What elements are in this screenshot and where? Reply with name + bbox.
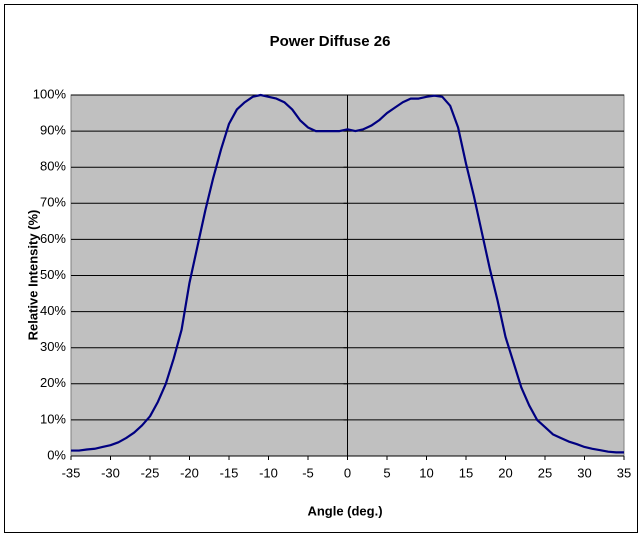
y-tick-label: 60% (40, 231, 66, 246)
x-tick-label: -25 (141, 465, 160, 480)
y-tick-label: 70% (40, 195, 66, 210)
data-line (71, 93, 624, 454)
y-tick-label: 90% (40, 123, 66, 138)
x-tick-label: -30 (101, 465, 120, 480)
y-tick-label: 80% (40, 159, 66, 174)
y-tick-label: 40% (40, 303, 66, 318)
y-tick-label: 10% (40, 411, 66, 426)
y-tick-label: 30% (40, 339, 66, 354)
x-tick-label: 5 (383, 465, 390, 480)
x-tick-label: -15 (220, 465, 239, 480)
x-tick-label: 25 (538, 465, 552, 480)
x-tick-label: 30 (577, 465, 591, 480)
x-tick-label: -20 (180, 465, 199, 480)
x-axis-label: Angle (deg.) (307, 503, 382, 518)
x-tick-label: 10 (419, 465, 433, 480)
y-tick-label: 0% (47, 447, 66, 462)
x-tick-label: -10 (259, 465, 278, 480)
y-tick-label: 20% (40, 375, 66, 390)
y-tick-label: 50% (40, 267, 66, 282)
y-axis-label: Relative Intensity (%) (25, 210, 40, 341)
x-tick-label: 0 (344, 465, 351, 480)
x-tick-label: -35 (62, 465, 81, 480)
y-tick-label: 100% (33, 86, 67, 101)
x-tick-label: 15 (459, 465, 473, 480)
x-tick-label: 20 (498, 465, 512, 480)
chart-title: Power Diffuse 26 (270, 33, 391, 50)
x-tick-label: -5 (302, 465, 314, 480)
x-tick-label: 35 (617, 465, 631, 480)
